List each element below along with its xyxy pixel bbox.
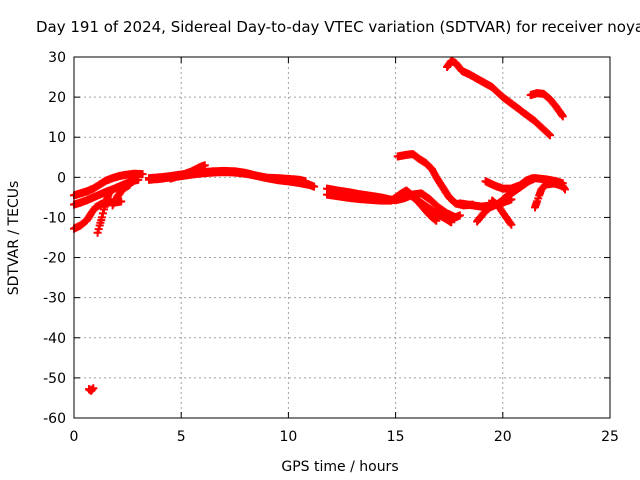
axis-ticks: 0 5 10 15 20 25 -60 -50 -40 -30 -20 -10 0 10 20 30 xyxy=(43,50,619,445)
series-t5 xyxy=(108,180,134,210)
y-tick-label: 10 xyxy=(48,130,66,146)
x-tick-label: 25 xyxy=(601,429,619,445)
x-tick-label: 15 xyxy=(387,429,405,445)
series-marks xyxy=(443,57,554,140)
x-tick-label: 10 xyxy=(279,429,297,445)
series-marks xyxy=(526,89,567,121)
series-t9 xyxy=(166,161,209,183)
grid-lines xyxy=(74,57,610,418)
y-tick-label: -50 xyxy=(43,371,66,387)
y-axis-label: SDTVAR / TECUs xyxy=(6,181,22,296)
series-marks xyxy=(531,179,569,212)
series-t4 xyxy=(93,187,115,237)
series-marks xyxy=(488,196,516,229)
series-marks xyxy=(93,187,115,237)
x-tick-label: 0 xyxy=(70,429,79,445)
y-tick-label: -10 xyxy=(43,210,66,226)
x-tick-label: 5 xyxy=(177,429,186,445)
series-marks xyxy=(406,191,456,227)
y-tick-label: -60 xyxy=(43,411,66,427)
y-tick-label: 30 xyxy=(48,50,66,66)
y-tick-label: -40 xyxy=(43,331,66,347)
x-axis-label: GPS time / hours xyxy=(281,459,398,475)
x-tick-label: 20 xyxy=(494,429,512,445)
series-t16 xyxy=(488,196,516,229)
y-tick-label: -30 xyxy=(43,291,66,307)
series-marks xyxy=(108,180,134,210)
series-t6 xyxy=(85,384,98,395)
series-t19 xyxy=(531,179,569,212)
series-marks xyxy=(85,384,98,395)
y-tick-label: 0 xyxy=(57,170,66,186)
y-tick-label: 20 xyxy=(48,90,66,106)
chart-title: Day 191 of 2024, Sidereal Day-to-day VTE… xyxy=(36,18,640,36)
series-t12 xyxy=(406,191,456,227)
series-t20 xyxy=(443,57,554,140)
series-t21 xyxy=(526,89,567,121)
series-marks xyxy=(166,161,209,183)
y-tick-label: -20 xyxy=(43,251,66,267)
plot-frame xyxy=(73,56,611,419)
data-points xyxy=(70,57,569,395)
